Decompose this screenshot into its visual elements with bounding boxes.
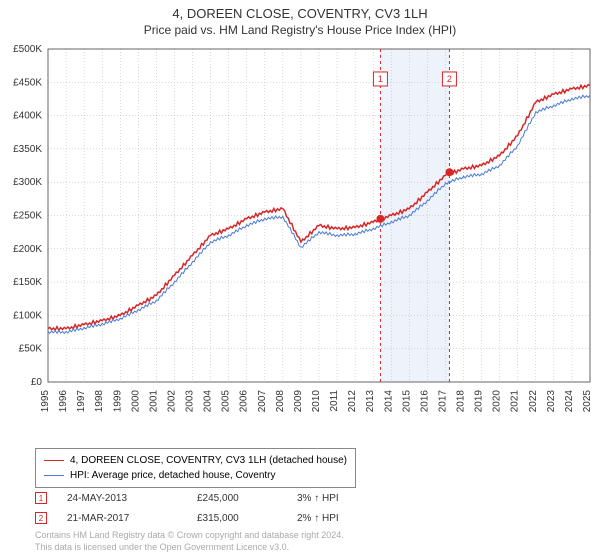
- svg-text:2020: 2020: [492, 390, 503, 413]
- legend-swatch: [44, 460, 64, 461]
- svg-text:2001: 2001: [148, 390, 159, 413]
- footnote-line: Contains HM Land Registry data © Crown c…: [35, 530, 344, 542]
- svg-text:£50K: £50K: [19, 344, 43, 355]
- footnote-line: This data is licensed under the Open Gov…: [35, 542, 344, 554]
- svg-text:2022: 2022: [528, 390, 539, 413]
- svg-text:2014: 2014: [383, 390, 394, 413]
- legend: 4, DOREEN CLOSE, COVENTRY, CV3 1LH (deta…: [35, 448, 356, 488]
- svg-text:£150K: £150K: [13, 277, 42, 288]
- svg-text:2002: 2002: [166, 390, 177, 413]
- sale-hpi-diff: 2% ↑ HPI: [297, 513, 377, 524]
- svg-text:£300K: £300K: [13, 177, 42, 188]
- svg-text:1999: 1999: [112, 390, 123, 413]
- svg-text:2012: 2012: [347, 390, 358, 413]
- svg-text:1997: 1997: [76, 390, 87, 413]
- price-chart: £0 £50K £100K £150K £200K £250K £300K £350K £400…: [0, 37, 600, 437]
- svg-text:£350K: £350K: [13, 144, 42, 155]
- svg-text:1996: 1996: [58, 390, 69, 413]
- svg-text:£250K: £250K: [13, 211, 42, 222]
- svg-text:1: 1: [378, 74, 383, 84]
- sale-price: £245,000: [197, 493, 297, 504]
- svg-text:2013: 2013: [365, 390, 376, 413]
- legend-label: HPI: Average price, detached house, Cove…: [70, 468, 276, 483]
- svg-text:1995: 1995: [40, 390, 51, 413]
- footnote: Contains HM Land Registry data © Crown c…: [35, 530, 344, 553]
- svg-text:£500K: £500K: [13, 44, 42, 55]
- svg-text:2000: 2000: [130, 390, 141, 413]
- svg-text:2017: 2017: [437, 390, 448, 413]
- legend-label: 4, DOREEN CLOSE, COVENTRY, CV3 1LH (deta…: [70, 453, 347, 468]
- svg-text:2025: 2025: [582, 390, 593, 413]
- svg-text:1998: 1998: [94, 390, 105, 413]
- svg-text:2023: 2023: [546, 390, 557, 413]
- svg-text:2011: 2011: [329, 390, 340, 412]
- svg-text:2006: 2006: [239, 390, 250, 413]
- sale-marker: 1: [35, 492, 47, 504]
- sale-hpi-diff: 3% ↑ HPI: [297, 493, 377, 504]
- sales-table: 1 24-MAY-2013£245,0003% ↑ HPI 2 21-MAR-2017…: [35, 488, 377, 528]
- svg-text:2018: 2018: [456, 390, 467, 413]
- sale-marker: 2: [35, 512, 47, 524]
- svg-text:2019: 2019: [474, 390, 485, 413]
- svg-text:2005: 2005: [221, 390, 232, 413]
- svg-text:2008: 2008: [275, 390, 286, 413]
- svg-text:2015: 2015: [401, 390, 412, 413]
- sale-row: 2 21-MAR-2017£315,0002% ↑ HPI: [35, 508, 377, 528]
- svg-text:2004: 2004: [203, 390, 214, 413]
- sale-row: 1 24-MAY-2013£245,0003% ↑ HPI: [35, 488, 377, 508]
- svg-text:£400K: £400K: [13, 111, 42, 122]
- svg-text:2024: 2024: [564, 390, 575, 413]
- svg-text:2010: 2010: [311, 390, 322, 413]
- legend-item: 4, DOREEN CLOSE, COVENTRY, CV3 1LH (deta…: [44, 453, 347, 468]
- svg-text:2007: 2007: [257, 390, 268, 413]
- svg-text:2009: 2009: [293, 390, 304, 413]
- svg-text:£450K: £450K: [13, 77, 42, 88]
- legend-item: HPI: Average price, detached house, Cove…: [44, 468, 347, 483]
- svg-text:2021: 2021: [510, 390, 521, 413]
- chart-title-sub: Price paid vs. HM Land Registry's House …: [0, 21, 600, 37]
- svg-text:£0: £0: [31, 377, 43, 388]
- sale-date: 21-MAR-2017: [67, 513, 197, 524]
- svg-text:2: 2: [447, 74, 452, 84]
- chart-title-address: 4, DOREEN CLOSE, COVENTRY, CV3 1LH: [0, 0, 600, 21]
- sale-price: £315,000: [197, 513, 297, 524]
- svg-text:£200K: £200K: [13, 244, 42, 255]
- legend-swatch: [44, 475, 64, 476]
- svg-text:2016: 2016: [419, 390, 430, 413]
- svg-text:£100K: £100K: [13, 310, 42, 321]
- sale-date: 24-MAY-2013: [67, 493, 197, 504]
- svg-text:2003: 2003: [185, 390, 196, 413]
